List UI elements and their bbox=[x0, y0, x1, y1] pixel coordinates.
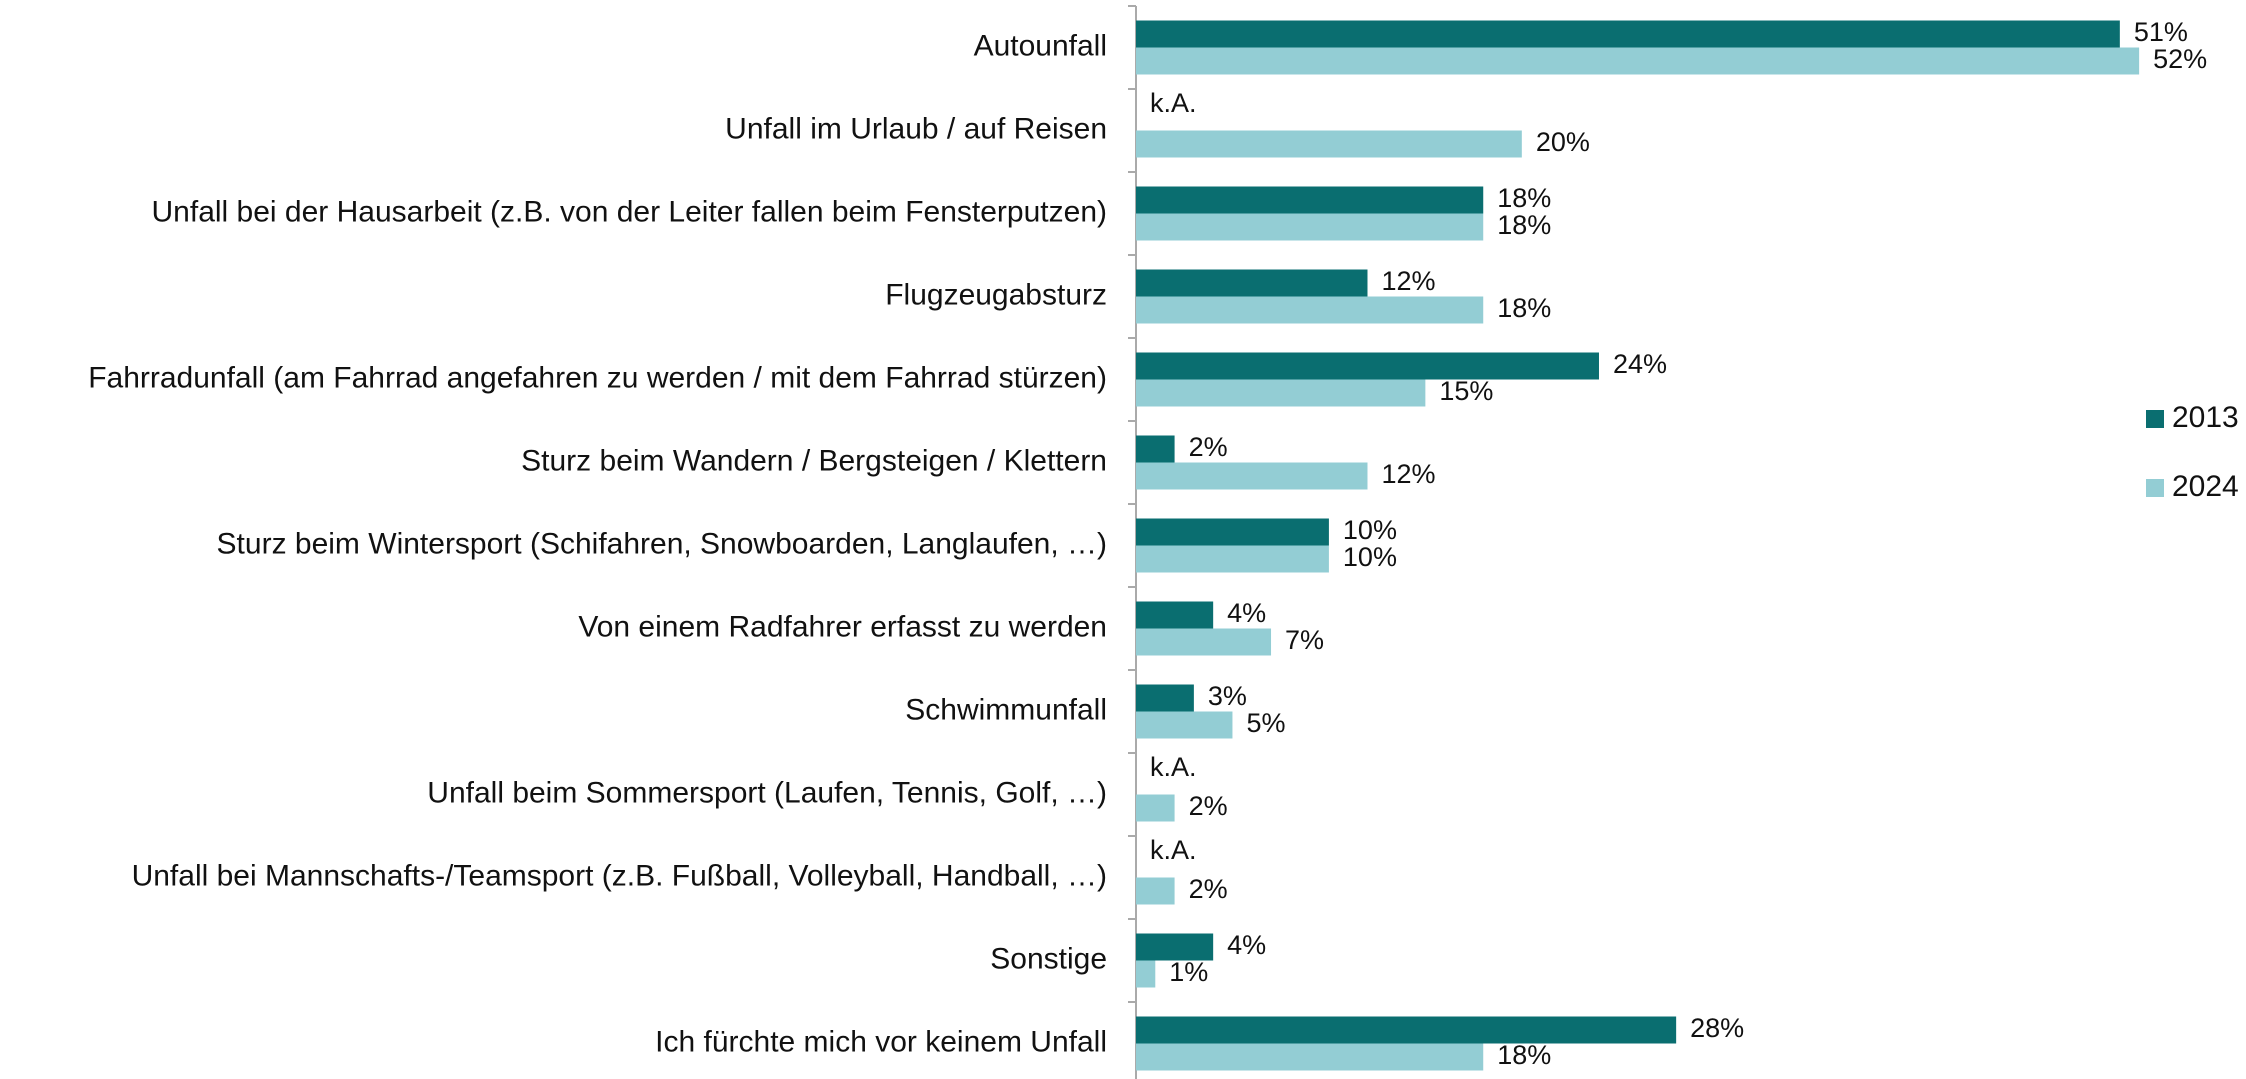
data-label: 12% bbox=[1381, 459, 1435, 489]
bar bbox=[1136, 684, 1194, 712]
category-label: Sonstige bbox=[990, 942, 1107, 975]
category-label: Unfall bei Mannschafts-/Teamsport (z.B. … bbox=[132, 859, 1107, 892]
bar bbox=[1136, 435, 1175, 463]
category-label: Autounfall bbox=[974, 29, 1107, 62]
bar bbox=[1136, 213, 1484, 241]
data-label: 18% bbox=[1497, 1040, 1551, 1070]
data-label: 18% bbox=[1497, 210, 1551, 240]
bar bbox=[1136, 1043, 1484, 1071]
category-label: Ich fürchte mich vor keinem Unfall bbox=[655, 1025, 1107, 1058]
data-label: 10% bbox=[1343, 542, 1397, 572]
legend-label: 2024 bbox=[2172, 470, 2239, 503]
category-label: Unfall beim Sommersport (Laufen, Tennis,… bbox=[427, 776, 1107, 809]
bar bbox=[1136, 518, 1329, 546]
category-label: Sturz beim Wintersport (Schifahren, Snow… bbox=[217, 527, 1107, 560]
legend-swatch bbox=[2146, 479, 2164, 497]
bar bbox=[1136, 47, 2140, 75]
category-label: Fahrradunfall (am Fahrrad angefahren zu … bbox=[88, 361, 1107, 394]
data-label: 2% bbox=[1189, 874, 1228, 904]
legend-label: 2013 bbox=[2172, 401, 2239, 434]
bar bbox=[1136, 933, 1214, 961]
bar bbox=[1136, 269, 1368, 297]
data-label: 7% bbox=[1285, 625, 1324, 655]
data-label: 51% bbox=[2134, 17, 2188, 47]
data-label: 10% bbox=[1343, 515, 1397, 545]
category-label: Unfall bei der Hausarbeit (z.B. von der … bbox=[152, 195, 1107, 228]
data-label: k.A. bbox=[1150, 88, 1197, 118]
bar bbox=[1136, 601, 1214, 629]
data-label: k.A. bbox=[1150, 752, 1197, 782]
data-label: 12% bbox=[1381, 266, 1435, 296]
data-label: 2% bbox=[1189, 432, 1228, 462]
data-label: 28% bbox=[1690, 1013, 1744, 1043]
data-label: 5% bbox=[1246, 708, 1285, 738]
bar bbox=[1136, 794, 1175, 822]
bar bbox=[1136, 20, 2120, 48]
bar bbox=[1136, 628, 1272, 656]
bar bbox=[1136, 711, 1233, 739]
category-label: Flugzeugabsturz bbox=[885, 278, 1107, 311]
data-label: 1% bbox=[1169, 957, 1208, 987]
data-label: 3% bbox=[1208, 681, 1247, 711]
bar bbox=[1136, 877, 1175, 905]
bar bbox=[1136, 130, 1522, 158]
data-label: 18% bbox=[1497, 293, 1551, 323]
data-label: 24% bbox=[1613, 349, 1667, 379]
bar bbox=[1136, 352, 1599, 380]
bar bbox=[1136, 545, 1329, 573]
data-label: 15% bbox=[1439, 376, 1493, 406]
data-label: k.A. bbox=[1150, 835, 1197, 865]
category-label: Schwimmunfall bbox=[905, 693, 1107, 726]
bar bbox=[1136, 296, 1484, 324]
bar bbox=[1136, 379, 1426, 407]
data-label: 52% bbox=[2153, 44, 2207, 74]
bar bbox=[1136, 960, 1156, 988]
category-label: Unfall im Urlaub / auf Reisen bbox=[725, 112, 1107, 145]
legend-swatch bbox=[2146, 410, 2164, 428]
data-label: 4% bbox=[1227, 930, 1266, 960]
category-label: Von einem Radfahrer erfasst zu werden bbox=[578, 610, 1107, 643]
data-label: 2% bbox=[1189, 791, 1228, 821]
data-label: 4% bbox=[1227, 598, 1266, 628]
data-label: 18% bbox=[1497, 183, 1551, 213]
category-label: Sturz beim Wandern / Bergsteigen / Klett… bbox=[521, 444, 1107, 477]
bar bbox=[1136, 1016, 1677, 1044]
bar bbox=[1136, 186, 1484, 214]
data-label: 20% bbox=[1536, 127, 1590, 157]
bar bbox=[1136, 462, 1368, 490]
